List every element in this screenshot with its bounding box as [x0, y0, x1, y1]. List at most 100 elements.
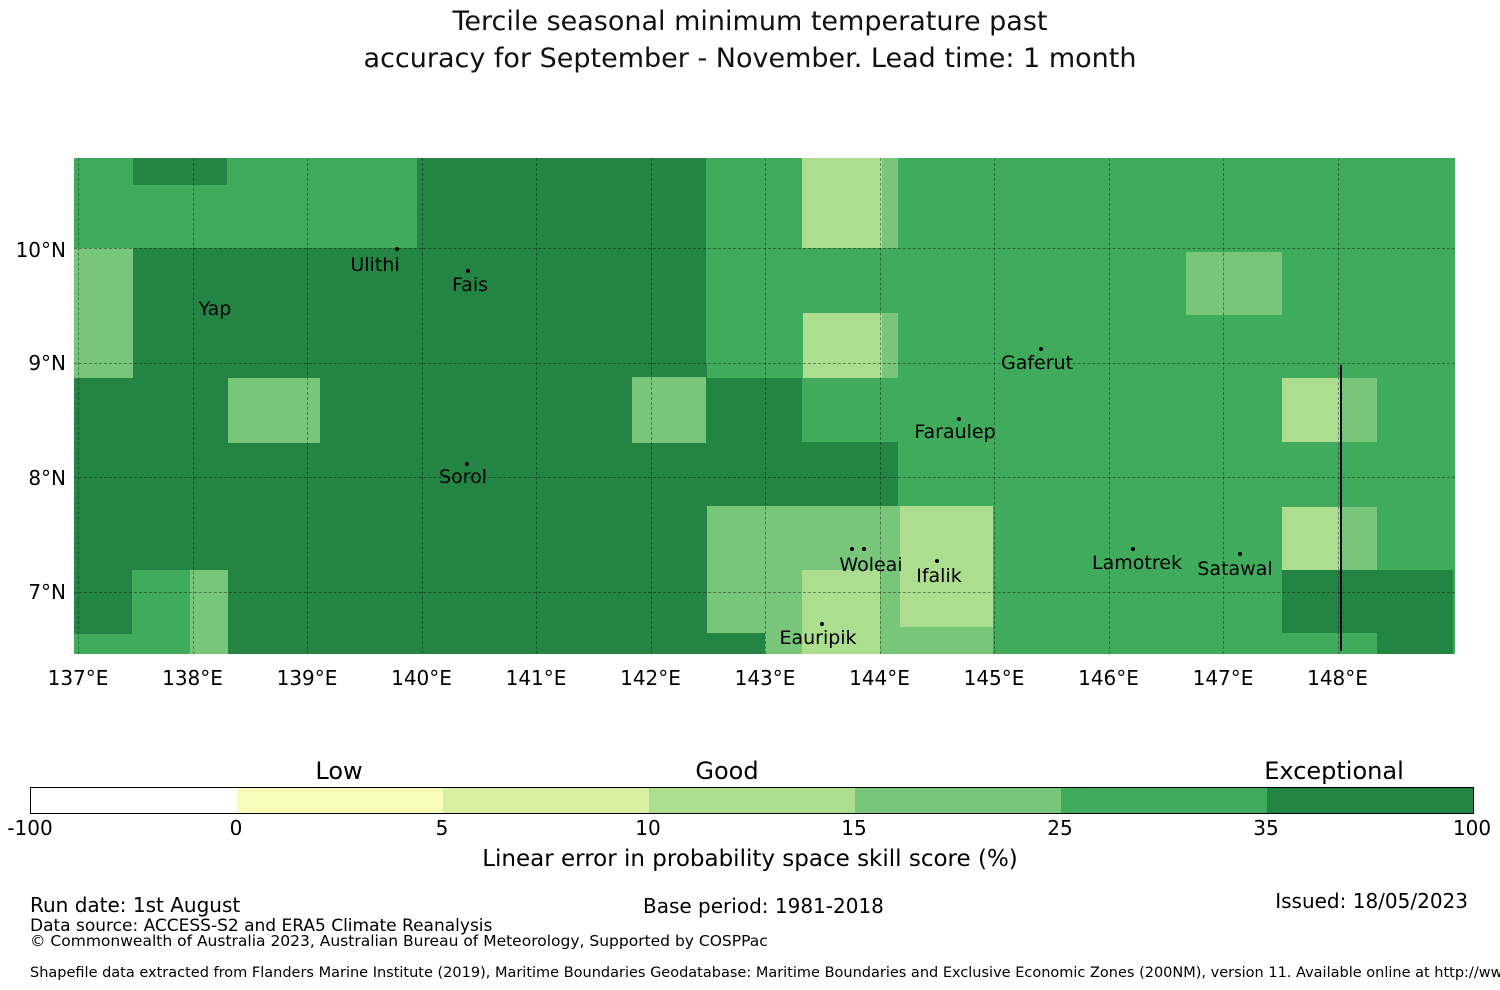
colorbar-tick-label: 0 — [229, 816, 243, 840]
map-cell — [74, 248, 133, 378]
island-marker — [1238, 552, 1242, 556]
eez-boundary-line — [1340, 365, 1342, 651]
longitude-gridline — [879, 158, 881, 654]
map-cell — [1186, 252, 1282, 315]
colorbar-segment — [1267, 788, 1473, 813]
island-marker — [1131, 547, 1135, 551]
map-cell — [882, 313, 898, 378]
colorbar-segment — [855, 788, 1061, 813]
chart-title-line2: accuracy for September - November. Lead … — [363, 43, 1137, 74]
longitude-gridline — [765, 158, 766, 654]
latitude-gridline — [74, 592, 1455, 593]
map-cell — [900, 506, 993, 627]
latitude-gridline — [74, 248, 1455, 249]
longitude-gridline — [650, 158, 652, 654]
island-marker — [935, 559, 939, 563]
island-label: Gaferut — [1000, 352, 1074, 374]
latitude-gridline — [74, 363, 1455, 364]
map-cell — [228, 378, 320, 443]
issued-date-text: Issued: 18/05/2023 — [1275, 889, 1468, 913]
island-label: Woleai — [839, 554, 903, 576]
x-tick-label: 138°E — [162, 666, 223, 690]
copyright-text: © Commonwealth of Australia 2023, Austra… — [30, 932, 768, 950]
map-cell — [132, 570, 190, 654]
colorbar-tick-label: 5 — [435, 816, 449, 840]
y-tick-label: 7°N — [28, 580, 66, 604]
colorbar-category-label: Exceptional — [1264, 757, 1404, 785]
longitude-gridline — [78, 158, 79, 654]
island-marker — [862, 547, 866, 551]
island-label: Ifalik — [916, 565, 962, 587]
map-cell — [802, 442, 898, 506]
base-period-text: Base period: 1981-2018 — [643, 894, 884, 918]
island-label: Ulithi — [350, 254, 400, 276]
island-label: Satawal — [1197, 558, 1273, 580]
y-tick-label: 9°N — [28, 351, 66, 375]
colorbar-category-label: Good — [695, 757, 759, 785]
map-cell — [1282, 570, 1453, 633]
x-tick-label: 146°E — [1078, 666, 1139, 690]
x-tick-label: 147°E — [1192, 666, 1254, 690]
x-tick-label: 140°E — [391, 666, 452, 690]
y-tick-label: 8°N — [28, 466, 66, 490]
map-cell — [802, 158, 882, 248]
map-cell — [1340, 378, 1377, 442]
colorbar-tick-label: 25 — [1047, 816, 1073, 840]
longitude-gridline — [1108, 158, 1110, 654]
island-label: Faraulep — [914, 421, 996, 443]
island-label: Yap — [198, 298, 232, 320]
colorbar-segment — [443, 788, 649, 813]
map-cell — [803, 313, 882, 378]
colorbar-tick-label: 35 — [1253, 816, 1279, 840]
colorbar-tick-label: 10 — [635, 816, 661, 840]
x-tick-label: 148°E — [1307, 666, 1368, 690]
map-cell — [74, 378, 133, 634]
map-cell — [705, 633, 765, 654]
colorbar-tick-label: -100 — [7, 816, 53, 840]
island-label: Sorol — [439, 466, 487, 488]
map-cell — [133, 248, 706, 363]
map-cell — [900, 627, 993, 654]
colorbar-segment — [31, 788, 237, 813]
x-tick-label: 143°E — [734, 666, 796, 690]
x-tick-label: 142°E — [620, 666, 681, 690]
island-label: Fais — [451, 274, 489, 296]
map-cell — [802, 570, 880, 654]
skill-score-map: Yap Ulithi Fais Sorol Gaferut Faraulep Woleai I… — [74, 158, 1455, 654]
map-cell — [74, 634, 132, 654]
x-tick-label: 141°E — [505, 666, 567, 690]
shapefile-note-text: Shapefile data extracted from Flanders M… — [30, 965, 1500, 981]
x-tick-label: 139°E — [276, 666, 338, 690]
island-marker — [395, 247, 399, 251]
colorbar-tick-label: 100 — [1452, 816, 1492, 840]
island-marker — [1039, 347, 1043, 351]
latitude-gridline — [74, 477, 1455, 478]
colorbar-segment — [649, 788, 855, 813]
island-label: Lamotrek — [1092, 552, 1182, 574]
longitude-gridline — [536, 158, 537, 654]
y-tick-label: 10°N — [15, 238, 66, 262]
longitude-gridline — [192, 158, 194, 654]
colorbar-category-label: Low — [315, 757, 363, 785]
longitude-gridline — [421, 158, 423, 654]
data-source-text: Data source: ACCESS-S2 and ERA5 Climate … — [30, 916, 493, 936]
x-tick-label: 144°E — [849, 666, 910, 690]
x-tick-label: 137°E — [47, 666, 109, 690]
island-label: Eauripik — [779, 627, 857, 649]
colorbar-title: Linear error in probability space skill … — [482, 846, 1018, 872]
island-marker — [957, 417, 961, 421]
longitude-gridline — [994, 158, 995, 654]
map-cell — [133, 158, 227, 185]
colorbar — [30, 787, 1474, 814]
colorbar-segment — [1061, 788, 1267, 813]
map-cell — [1282, 378, 1340, 442]
map-cell — [190, 570, 228, 654]
map-cell — [1282, 507, 1340, 570]
map-cell — [417, 158, 706, 248]
longitude-gridline — [1223, 158, 1224, 654]
island-marker — [466, 269, 470, 273]
longitude-gridline — [1337, 158, 1339, 654]
colorbar-tick-label: 15 — [841, 816, 867, 840]
chart-title-line1: Tercile seasonal minimum temperature pas… — [452, 6, 1048, 37]
